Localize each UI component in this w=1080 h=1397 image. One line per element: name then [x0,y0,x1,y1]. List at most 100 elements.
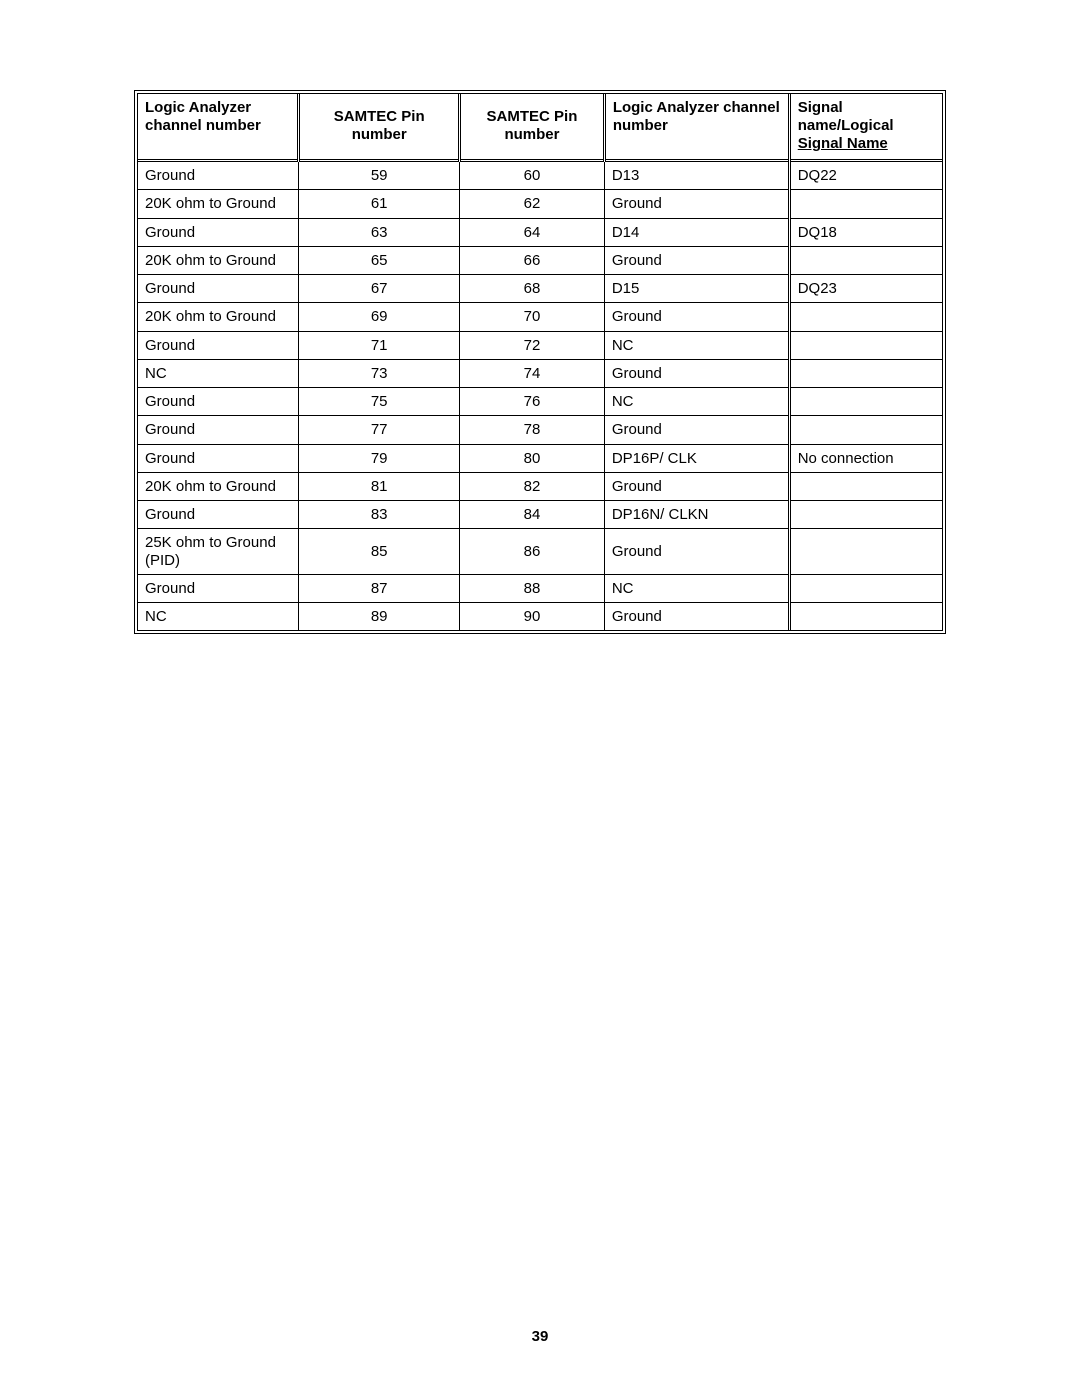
cell-la_b: Ground [604,190,789,218]
table-row: 20K ohm to Ground8182Ground [138,472,942,500]
table-row: NC8990Ground [138,603,942,631]
cell-samtec_a: 71 [299,331,460,359]
cell-samtec_b: 74 [460,359,605,387]
cell-samtec_b: 80 [460,444,605,472]
cell-la_b: Ground [604,359,789,387]
cell-la_a: 25K ohm to Ground (PID) [138,529,299,575]
cell-samtec_b: 60 [460,161,605,190]
cell-samtec_a: 69 [299,303,460,331]
cell-la_b: DP16N/ CLKN [604,501,789,529]
cell-samtec_b: 64 [460,218,605,246]
table-row: 20K ohm to Ground6162Ground [138,190,942,218]
cell-la_a: 20K ohm to Ground [138,246,299,274]
header-text: Signal [798,99,843,116]
table-row: 20K ohm to Ground6970Ground [138,303,942,331]
cell-signal: DQ23 [789,275,942,303]
cell-signal: DQ22 [789,161,942,190]
col-header-samtec_a: SAMTEC Pin number [299,94,460,161]
cell-la_a: NC [138,603,299,631]
cell-samtec_b: 68 [460,275,605,303]
cell-la_a: Ground [138,331,299,359]
cell-samtec_a: 83 [299,501,460,529]
cell-la_b: NC [604,388,789,416]
cell-samtec_b: 90 [460,603,605,631]
cell-signal [789,190,942,218]
table-row: Ground7778Ground [138,416,942,444]
table-row: Ground7172NC [138,331,942,359]
cell-samtec_a: 59 [299,161,460,190]
cell-signal: DQ18 [789,218,942,246]
table-head: Logic Analyzer channel numberSAMTEC Pin … [138,94,942,161]
cell-signal [789,529,942,575]
cell-signal: No connection [789,444,942,472]
col-header-samtec_b: SAMTEC Pin number [460,94,605,161]
cell-la_a: Ground [138,388,299,416]
cell-la_b: Ground [604,603,789,631]
cell-la_b: Ground [604,303,789,331]
cell-la_a: Ground [138,444,299,472]
cell-la_b: Ground [604,529,789,575]
col-header-signal: Signalname/LogicalSignal Name [789,94,942,161]
cell-samtec_a: 73 [299,359,460,387]
cell-signal [789,331,942,359]
table-row: NC7374Ground [138,359,942,387]
cell-samtec_b: 84 [460,501,605,529]
page-container: Logic Analyzer channel numberSAMTEC Pin … [0,0,1080,634]
cell-samtec_b: 62 [460,190,605,218]
cell-la_a: 20K ohm to Ground [138,190,299,218]
header-text-underlined: Signal Name [798,135,888,152]
cell-signal [789,501,942,529]
cell-la_a: Ground [138,275,299,303]
cell-la_a: Ground [138,501,299,529]
table-row: Ground7980DP16P/ CLKNo connection [138,444,942,472]
cell-samtec_b: 88 [460,574,605,602]
cell-la_a: Ground [138,161,299,190]
cell-signal [789,574,942,602]
cell-la_b: Ground [604,472,789,500]
table-row: Ground7576NC [138,388,942,416]
cell-signal [789,388,942,416]
cell-samtec_a: 79 [299,444,460,472]
cell-samtec_a: 81 [299,472,460,500]
cell-la_b: NC [604,331,789,359]
cell-samtec_b: 78 [460,416,605,444]
table-row: 20K ohm to Ground6566Ground [138,246,942,274]
table-row: Ground8788NC [138,574,942,602]
table-row: 25K ohm to Ground (PID)8586Ground [138,529,942,575]
page-number: 39 [0,1328,1080,1345]
cell-samtec_b: 86 [460,529,605,575]
cell-samtec_a: 87 [299,574,460,602]
cell-la_b: Ground [604,246,789,274]
cell-signal [789,472,942,500]
cell-la_b: Ground [604,416,789,444]
table-wrap: Logic Analyzer channel numberSAMTEC Pin … [134,90,946,634]
cell-la_b: D14 [604,218,789,246]
header-text: name/Logical [798,117,894,134]
cell-samtec_b: 82 [460,472,605,500]
table-row: Ground8384DP16N/ CLKN [138,501,942,529]
cell-samtec_a: 65 [299,246,460,274]
cell-signal [789,359,942,387]
cell-signal [789,246,942,274]
cell-samtec_b: 70 [460,303,605,331]
cell-la_a: Ground [138,416,299,444]
cell-la_b: DP16P/ CLK [604,444,789,472]
table-header-row: Logic Analyzer channel numberSAMTEC Pin … [138,94,942,161]
col-header-la_b: Logic Analyzer channel number [604,94,789,161]
cell-la_a: 20K ohm to Ground [138,472,299,500]
cell-samtec_a: 61 [299,190,460,218]
cell-signal [789,416,942,444]
cell-la_a: NC [138,359,299,387]
cell-samtec_a: 89 [299,603,460,631]
cell-la_b: D15 [604,275,789,303]
cell-samtec_a: 77 [299,416,460,444]
cell-samtec_a: 63 [299,218,460,246]
cell-la_b: D13 [604,161,789,190]
cell-samtec_a: 85 [299,529,460,575]
cell-la_a: Ground [138,574,299,602]
pinout-table: Logic Analyzer channel numberSAMTEC Pin … [138,94,942,630]
table-row: Ground6364D14DQ18 [138,218,942,246]
cell-signal [789,303,942,331]
cell-la_a: 20K ohm to Ground [138,303,299,331]
table-row: Ground5960D13DQ22 [138,161,942,190]
